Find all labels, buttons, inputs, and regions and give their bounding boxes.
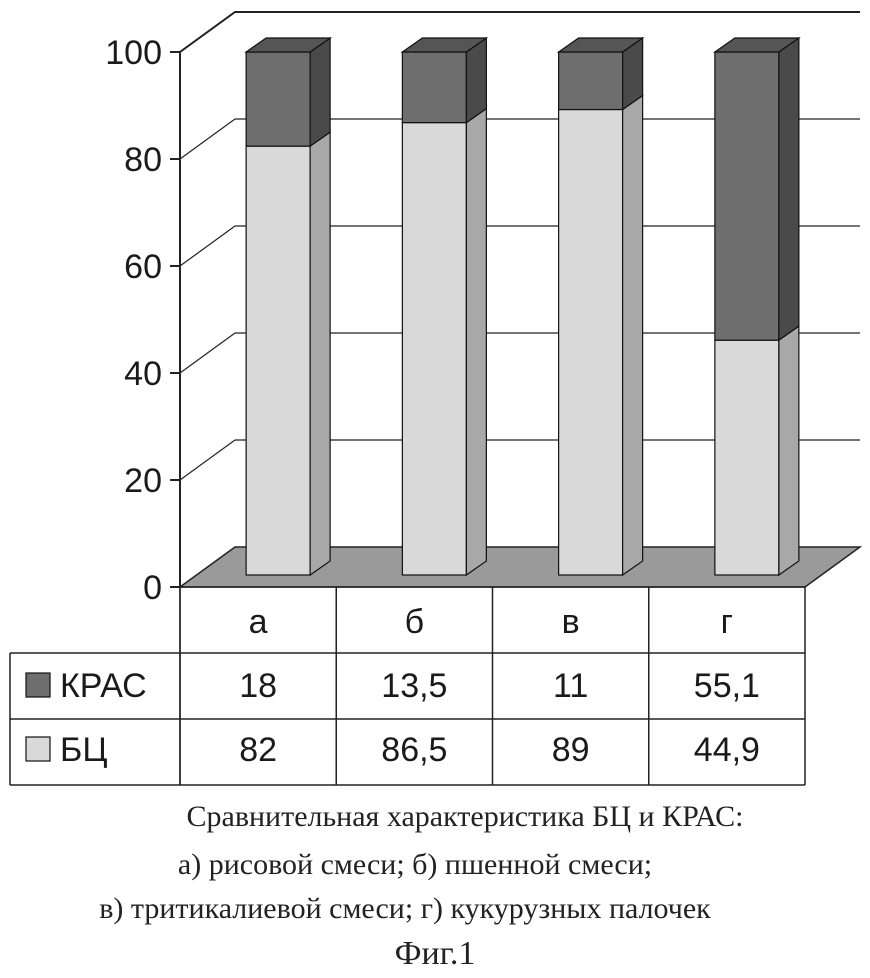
stacked-bar-chart: 0 20 40 60 80 100 а б в г КРАС 18 13,5 11 55,1 БЦ 82 86,… (0, 0, 870, 800)
legend-swatch-БЦ (26, 737, 50, 761)
y-tick-label: 20 (124, 462, 162, 500)
bar-side-БЦ-в (623, 96, 643, 575)
data-label-КРАС: 18 (239, 667, 277, 705)
legend-label-КРАС: КРАС (60, 667, 147, 705)
bar-КРАС-б (402, 52, 466, 123)
bar-side-КРАС-г (779, 38, 799, 340)
data-label-КРАС: 55,1 (694, 667, 760, 705)
bar-side-БЦ-а (310, 132, 330, 575)
bar-БЦ-а (246, 146, 310, 575)
caption-line-2: а) рисовой смеси; б) пшенной смеси; (0, 848, 850, 882)
y-tick-label: 100 (105, 34, 162, 72)
bar-БЦ-б (402, 123, 466, 575)
data-label-БЦ: 89 (552, 731, 590, 769)
caption-line-1: Сравнительная характеристика БЦ и КРАС: (30, 800, 870, 834)
legend-label-БЦ: БЦ (60, 731, 107, 769)
y-tick-label: 0 (143, 569, 162, 607)
data-table: а б в г КРАС 18 13,5 11 55,1 БЦ 82 86,5 89 44,9 (10, 587, 805, 785)
data-label-БЦ: 44,9 (694, 731, 760, 769)
bar-БЦ-г (715, 340, 779, 575)
data-label-БЦ: 86,5 (381, 731, 447, 769)
bar-side-КРАС-а (310, 38, 330, 146)
legend-swatch-КРАС (26, 673, 50, 697)
gridline-diag (180, 226, 235, 266)
gridline-diag (180, 440, 235, 480)
category-label: г (721, 603, 733, 641)
gridline-diag (180, 119, 235, 159)
y-tick-label: 80 (124, 141, 162, 179)
gridline-diag (180, 12, 235, 52)
bar-КРАС-г (715, 52, 779, 340)
bar-side-БЦ-г (779, 326, 799, 575)
bar-КРАС-в (559, 52, 623, 110)
category-label: а (249, 603, 268, 641)
data-label-КРАС: 11 (553, 667, 588, 705)
figure-label: Фиг.1 (0, 935, 870, 973)
bar-БЦ-в (559, 110, 623, 575)
category-label: б (405, 603, 424, 641)
y-axis-ticks: 0 20 40 60 80 100 (105, 34, 180, 607)
data-label-БЦ: 82 (239, 731, 277, 769)
y-tick-label: 60 (124, 248, 162, 286)
caption-line-3: в) тритикалиевой смеси; г) кукурузных па… (0, 892, 840, 926)
gridline-diag (180, 333, 235, 373)
category-label: в (562, 603, 580, 641)
y-tick-label: 40 (124, 355, 162, 393)
bar-side-КРАС-б (466, 38, 486, 123)
data-label-КРАС: 13,5 (381, 667, 447, 705)
bar-КРАС-а (246, 52, 310, 146)
bar-side-БЦ-б (466, 109, 486, 575)
